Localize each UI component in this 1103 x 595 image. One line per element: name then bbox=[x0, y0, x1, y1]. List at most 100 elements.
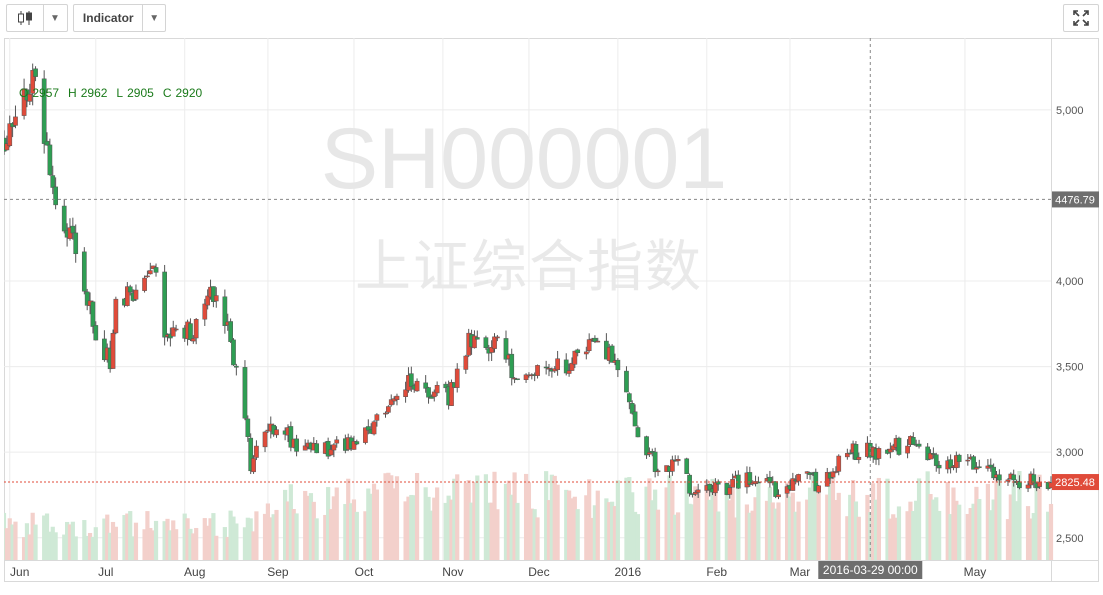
candle-body bbox=[715, 481, 721, 485]
volume-bar bbox=[265, 503, 271, 560]
volume-bar bbox=[796, 501, 801, 560]
candle-body bbox=[388, 399, 394, 406]
candle-body bbox=[93, 325, 99, 341]
volume-bar bbox=[13, 521, 18, 560]
candle-body bbox=[423, 382, 429, 389]
volume-bar bbox=[753, 497, 758, 560]
volume-bar bbox=[575, 509, 580, 560]
candle-body bbox=[254, 445, 259, 458]
candle-body bbox=[193, 319, 199, 339]
volume-bar bbox=[73, 536, 78, 560]
volume-bar bbox=[733, 517, 738, 560]
volume-bar bbox=[211, 513, 216, 560]
volume-bar bbox=[845, 516, 850, 560]
volume-bar bbox=[730, 480, 735, 560]
volume-bar bbox=[951, 487, 956, 560]
volume-bar bbox=[44, 513, 50, 560]
candle-body bbox=[228, 321, 233, 342]
volume-bar bbox=[1025, 506, 1031, 560]
volume-bar bbox=[885, 478, 890, 560]
expand-icon bbox=[1073, 10, 1089, 26]
volume-bar bbox=[414, 472, 420, 560]
candle-body bbox=[70, 225, 76, 234]
chevron-down-icon[interactable]: ▼ bbox=[142, 5, 165, 31]
candle-body bbox=[248, 437, 254, 472]
chart-canvas[interactable]: SH000001 上证综合指数 4476.79 2016-03-29 00:00 2… bbox=[4, 38, 1099, 582]
candle-body bbox=[1011, 474, 1017, 481]
volume-bar bbox=[566, 490, 572, 560]
volume-bar bbox=[185, 518, 190, 560]
fullscreen-button[interactable] bbox=[1063, 4, 1099, 32]
candle-body bbox=[489, 347, 494, 353]
volume-bar bbox=[231, 516, 236, 560]
volume-bar bbox=[308, 493, 314, 560]
chevron-down-icon[interactable]: ▼ bbox=[43, 5, 66, 31]
volume-bar bbox=[125, 513, 130, 560]
volume-bar bbox=[948, 514, 953, 560]
volume-bar bbox=[311, 501, 316, 560]
volume-bar bbox=[509, 494, 514, 560]
candle-body bbox=[233, 365, 239, 368]
candle-body bbox=[555, 358, 560, 371]
candle-body bbox=[127, 286, 133, 293]
volume-bar bbox=[254, 511, 259, 560]
candle-body bbox=[976, 466, 982, 468]
volume-bar bbox=[285, 501, 291, 560]
candle-body bbox=[509, 353, 515, 379]
indicator-button[interactable]: Indicator ▼ bbox=[73, 4, 166, 32]
volume-bar bbox=[82, 520, 87, 560]
candle-body bbox=[1025, 484, 1031, 489]
volume-bar bbox=[205, 525, 210, 560]
candle-body bbox=[543, 366, 549, 369]
x-tick-label: Nov bbox=[442, 565, 463, 579]
volume-bar bbox=[991, 499, 996, 560]
candle-body bbox=[403, 389, 408, 397]
volume-bar bbox=[128, 511, 133, 560]
candle-body bbox=[7, 123, 13, 146]
volume-bar bbox=[191, 533, 196, 560]
volume-bar bbox=[526, 482, 532, 560]
crosshair-time-box bbox=[818, 561, 923, 579]
candle-body bbox=[314, 443, 320, 454]
candle-body bbox=[546, 367, 552, 370]
volume-bar bbox=[174, 529, 179, 560]
candle-body bbox=[675, 459, 681, 462]
volume-bar bbox=[466, 480, 471, 560]
volume-bar bbox=[90, 536, 96, 560]
candle-body bbox=[856, 456, 862, 460]
candle-body bbox=[595, 340, 601, 343]
volume-bar bbox=[7, 518, 12, 560]
candle-body bbox=[13, 116, 18, 126]
x-tick-label: Oct bbox=[355, 565, 374, 579]
candle-body bbox=[1031, 474, 1037, 484]
volume-bar bbox=[555, 484, 560, 560]
volume-bar bbox=[486, 502, 491, 560]
volume-bar bbox=[53, 532, 58, 560]
volume-bar bbox=[630, 492, 635, 560]
candle-body bbox=[205, 295, 211, 306]
y-tick-label: 3,000 bbox=[1056, 447, 1084, 459]
candle-body bbox=[474, 337, 480, 340]
candle-body bbox=[566, 370, 572, 374]
low-value: 2905 bbox=[127, 86, 154, 100]
candle-body bbox=[905, 445, 910, 454]
volume-bar bbox=[228, 510, 233, 560]
volume-bar bbox=[33, 524, 38, 560]
volume-bar bbox=[833, 500, 838, 560]
volume-bar bbox=[647, 478, 652, 560]
volume-bar bbox=[937, 510, 942, 560]
volume-bar bbox=[274, 509, 279, 560]
candle-body bbox=[21, 88, 27, 116]
price-chart[interactable]: SH000001 上证综合指数 4476.79 2016-03-29 00:00 2… bbox=[4, 38, 1099, 582]
candle-body bbox=[449, 382, 454, 406]
volume-bar bbox=[816, 485, 821, 560]
chart-type-button[interactable]: ▼ bbox=[6, 4, 68, 32]
volume-bar bbox=[148, 527, 153, 560]
volume-bar bbox=[70, 521, 75, 560]
volume-bar bbox=[446, 495, 451, 560]
volume-bar bbox=[409, 494, 414, 560]
volume-bar bbox=[171, 520, 176, 560]
candle-body bbox=[251, 458, 256, 473]
volume-bar bbox=[383, 473, 388, 560]
volume-bar bbox=[584, 495, 589, 560]
